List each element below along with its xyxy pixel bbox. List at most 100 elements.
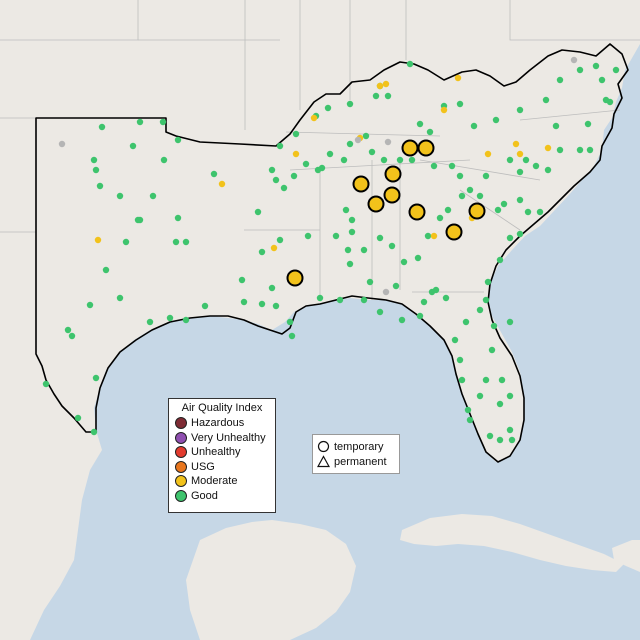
site-marker-good: [500, 200, 508, 208]
site-marker-good: [506, 156, 514, 164]
land-mexico: [186, 520, 356, 640]
site-marker-good: [160, 156, 168, 164]
triangle-icon: [317, 455, 330, 468]
site-marker-good: [288, 332, 296, 340]
legend-item-unhealthy: Unhealthy: [175, 445, 269, 460]
site-marker-no-data: [354, 136, 362, 144]
site-marker-good: [326, 150, 334, 158]
site-marker-moderate-large: [401, 139, 419, 157]
site-marker-good: [488, 346, 496, 354]
legend-label: Very Unhealthy: [191, 431, 266, 444]
site-marker-good: [556, 146, 564, 154]
site-type-label: temporary: [334, 440, 384, 453]
site-marker-good: [292, 130, 300, 138]
site-marker-moderate-large: [408, 203, 426, 221]
site-marker-moderate: [310, 114, 318, 122]
site-marker-good: [42, 380, 50, 388]
site-marker-good: [159, 118, 167, 126]
usg-swatch: [175, 460, 187, 473]
site-marker-moderate-large: [367, 195, 385, 213]
site-marker-good: [482, 172, 490, 180]
site-marker-good: [172, 238, 180, 246]
site-marker-good: [476, 392, 484, 400]
site-marker-good: [476, 306, 484, 314]
site-marker-good: [64, 326, 72, 334]
site-marker-good: [451, 336, 459, 344]
site-marker-good: [360, 246, 368, 254]
site-marker-good: [346, 260, 354, 268]
site-marker-good: [276, 142, 284, 150]
site-marker-good: [182, 316, 190, 324]
site-marker-good: [348, 216, 356, 224]
legend-item-good: Good: [175, 489, 269, 504]
site-marker-good: [286, 318, 294, 326]
site-marker-good: [129, 142, 137, 150]
legend-item-hazardous: Hazardous: [175, 416, 269, 431]
site-marker-good: [348, 228, 356, 236]
site-marker-good: [122, 238, 130, 246]
site-marker-moderate-large: [468, 202, 486, 220]
site-marker-moderate: [382, 80, 390, 88]
site-marker-good: [456, 356, 464, 364]
site-marker-good: [90, 156, 98, 164]
site-marker-good: [96, 182, 104, 190]
site-marker-good: [466, 186, 474, 194]
site-marker-good: [182, 238, 190, 246]
site-marker-good: [258, 248, 266, 256]
site-marker-good: [576, 146, 584, 154]
site-marker-moderate-large: [384, 165, 402, 183]
land-cuba: [400, 514, 624, 572]
legend-label: Good: [191, 489, 218, 502]
legend-item-very-unhealthy: Very Unhealthy: [175, 431, 269, 446]
site-marker-good: [432, 286, 440, 294]
site-marker-good: [408, 156, 416, 164]
site-type-legend: temporary permanent: [312, 434, 400, 474]
site-marker-good: [272, 302, 280, 310]
site-marker-good: [506, 392, 514, 400]
site-marker-good: [344, 246, 352, 254]
legend-label: Moderate: [191, 475, 238, 488]
site-marker-good: [544, 166, 552, 174]
site-marker-good: [470, 122, 478, 130]
site-marker-good: [456, 172, 464, 180]
site-type-temporary: temporary: [317, 439, 395, 454]
site-marker-good: [258, 300, 266, 308]
site-marker-good: [276, 236, 284, 244]
site-marker-good: [532, 162, 540, 170]
site-marker-good: [324, 104, 332, 112]
site-marker-good: [456, 100, 464, 108]
site-marker-good: [272, 176, 280, 184]
site-marker-good: [430, 162, 438, 170]
site-marker-good: [552, 122, 560, 130]
site-marker-good: [74, 414, 82, 422]
region-border: [35, 43, 629, 463]
site-marker-good: [116, 192, 124, 200]
legend-title: Air Quality Index: [181, 402, 263, 414]
site-marker-good: [254, 208, 262, 216]
site-marker-good: [268, 166, 276, 174]
site-marker-good: [482, 296, 490, 304]
site-marker-moderate: [512, 140, 520, 148]
site-marker-moderate-large: [445, 223, 463, 241]
monitoring-sites: [42, 56, 620, 444]
site-marker-moderate-large: [286, 269, 304, 287]
site-marker-good: [444, 206, 452, 214]
site-marker-good: [516, 106, 524, 114]
site-marker-moderate: [516, 150, 524, 158]
site-marker-good: [482, 376, 490, 384]
site-marker-moderate: [218, 180, 226, 188]
unhealthy-swatch: [175, 446, 187, 459]
site-marker-good: [490, 322, 498, 330]
site-marker-good: [592, 62, 600, 70]
site-marker-good: [522, 156, 530, 164]
site-marker-good: [210, 170, 218, 178]
site-marker-moderate-large: [417, 139, 435, 157]
circle-icon: [317, 440, 330, 453]
site-marker-moderate: [292, 150, 300, 158]
site-marker-good: [372, 92, 380, 100]
site-marker-good: [448, 162, 456, 170]
hazardous-swatch: [175, 417, 187, 430]
site-marker-good: [368, 148, 376, 156]
